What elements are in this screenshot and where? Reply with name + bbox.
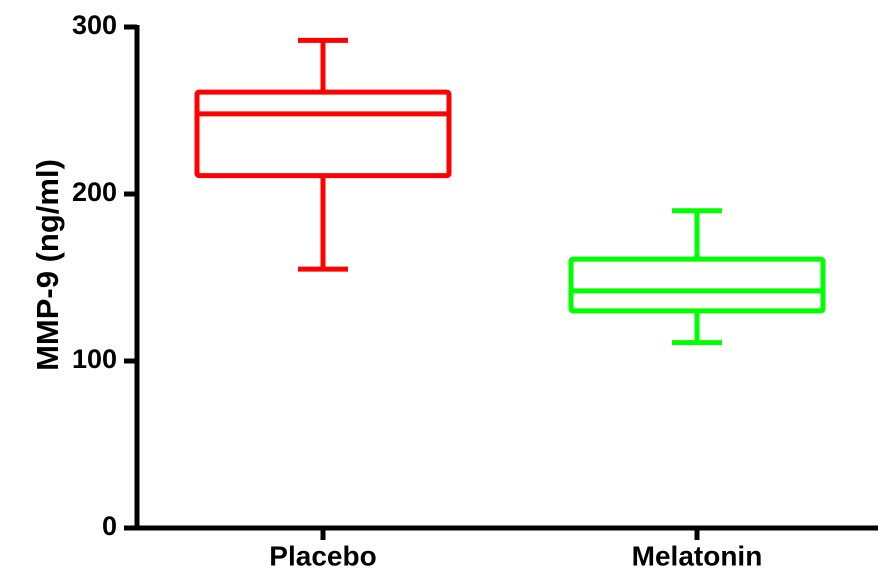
y-tick-label: 0 (102, 511, 117, 541)
iqr-box (568, 256, 826, 314)
boxes (194, 37, 826, 346)
axes: 0 100 200 300 Placebo Melatonin (72, 10, 878, 571)
box-melatonin (568, 208, 826, 346)
x-tick-label: Melatonin (632, 540, 763, 571)
box-placebo (194, 37, 452, 272)
iqr-box (194, 89, 452, 179)
y-tick-label: 200 (72, 177, 117, 207)
x-tick-label: Placebo (269, 540, 376, 571)
y-axis-title: MMP-9 (ng/ml) (30, 159, 65, 371)
y-tick-label: 100 (72, 344, 117, 374)
y-tick-label: 300 (72, 10, 117, 40)
